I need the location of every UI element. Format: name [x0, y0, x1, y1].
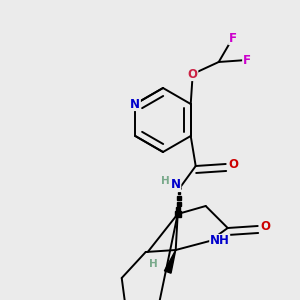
Text: O: O [229, 158, 239, 170]
Text: H: H [149, 259, 158, 269]
Text: N: N [171, 178, 181, 191]
Text: H: H [161, 176, 170, 186]
Text: F: F [243, 53, 251, 67]
Text: O: O [261, 220, 271, 232]
Text: NH: NH [210, 235, 230, 248]
Polygon shape [164, 250, 176, 273]
Text: N: N [130, 98, 140, 110]
Text: O: O [188, 68, 198, 80]
Text: F: F [229, 32, 237, 44]
